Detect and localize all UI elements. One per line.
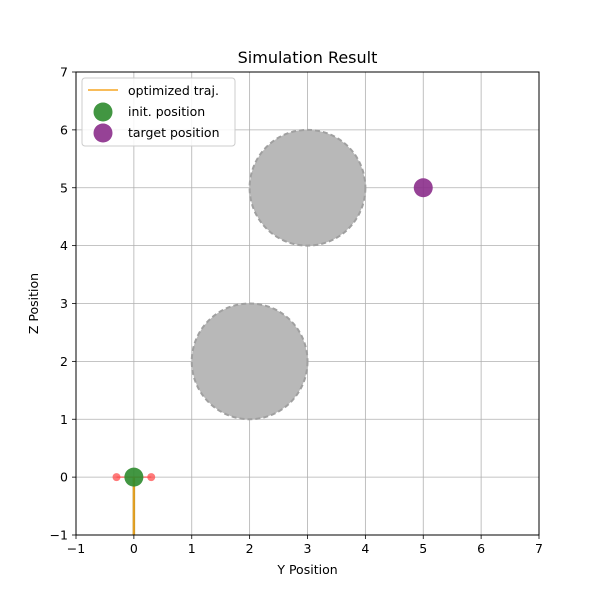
legend-init-swatch [93,102,113,122]
x-tick-label-4: 3 [304,541,312,556]
legend-trajectory-label: optimized traj. [128,83,219,98]
x-tick-label-2: 1 [188,541,196,556]
legend: optimized traj. init. position target po… [81,77,236,147]
body-marker-1 [147,473,156,482]
x-tick-label-1: 0 [130,541,138,556]
y-tick-label-1: 0 [60,470,68,485]
y-tick-label-0: −1 [50,528,68,543]
x-tick-label-8: 7 [535,541,543,556]
y-tick-label-8: 7 [60,65,68,80]
y-tick-label-3: 2 [60,354,68,369]
obstacle-circle-1 [190,302,309,421]
marker-layer [112,178,433,487]
y-axis-ticks: −1 0 1 2 3 4 5 6 7 [50,65,76,543]
legend-box [81,77,236,147]
obstacle-circle-0 [248,128,367,247]
x-tick-label-5: 4 [361,541,369,556]
target-position-point [413,178,433,198]
chart-title: Simulation Result [238,48,378,67]
y-axis-label: Z Position [26,273,41,334]
x-axis-label: Y Position [276,562,337,577]
body-marker-0 [112,473,121,482]
y-tick-label-4: 3 [60,296,68,311]
y-tick-label-7: 6 [60,122,68,137]
x-tick-label-6: 5 [419,541,427,556]
legend-target-swatch [93,123,113,143]
x-tick-label-3: 2 [246,541,254,556]
init-position-point [124,467,144,487]
y-tick-label-5: 4 [60,238,68,253]
y-tick-label-6: 5 [60,180,68,195]
x-tick-label-0: −1 [67,541,85,556]
legend-init-label: init. position [128,104,205,119]
x-tick-label-7: 6 [477,541,485,556]
x-axis-ticks: −1 0 1 2 3 4 5 6 7 [67,535,543,556]
y-tick-label-2: 1 [60,412,68,427]
obstacle-layer [190,128,367,421]
legend-target-label: target position [128,125,220,140]
